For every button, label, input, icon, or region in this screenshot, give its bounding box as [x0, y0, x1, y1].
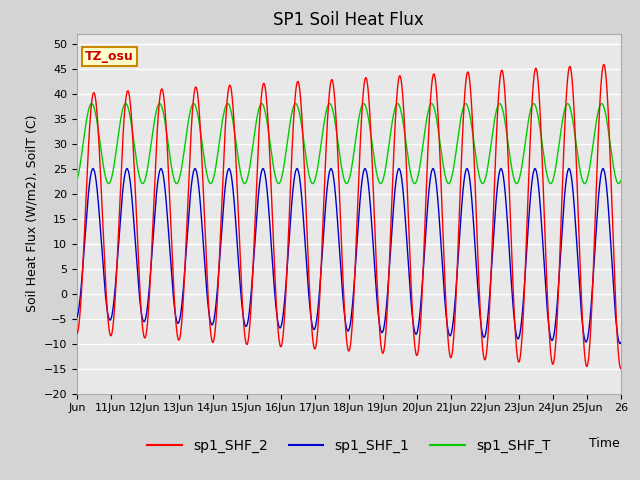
sp1_SHF_2: [301, 188, 309, 194]
Legend: sp1_SHF_2, sp1_SHF_1, sp1_SHF_T: sp1_SHF_2, sp1_SHF_1, sp1_SHF_T: [141, 433, 556, 459]
sp1_SHF_1: [600, 168, 608, 174]
Y-axis label: Soil Heat Flux (W/m2), SoilT (C): Soil Heat Flux (W/m2), SoilT (C): [25, 115, 38, 312]
sp1_SHF_2: [468, 109, 476, 115]
Line: sp1_SHF_2: sp1_SHF_2: [77, 64, 621, 369]
Line: sp1_SHF_T: sp1_SHF_T: [77, 104, 621, 183]
sp1_SHF_2: [573, 177, 581, 183]
Title: SP1 Soil Heat Flux: SP1 Soil Heat Flux: [273, 11, 424, 29]
sp1_SHF_1: [332, 191, 339, 197]
sp1_SHF_2: [332, 103, 339, 109]
sp1_SHF_T: [600, 106, 608, 111]
sp1_SHF_T: [468, 127, 476, 133]
Line: sp1_SHF_1: sp1_SHF_1: [77, 168, 621, 344]
sp1_SHF_T: [306, 176, 314, 182]
sp1_SHF_T: [122, 101, 129, 107]
sp1_SHF_1: [89, 166, 97, 171]
sp1_SHF_2: [600, 62, 608, 68]
sp1_SHF_T: [73, 178, 81, 183]
sp1_SHF_T: [105, 180, 113, 186]
sp1_SHF_2: [600, 61, 607, 67]
sp1_SHF_2: [73, 331, 81, 336]
sp1_SHF_1: [73, 315, 81, 321]
sp1_SHF_2: [617, 366, 625, 372]
sp1_SHF_1: [468, 201, 476, 206]
sp1_SHF_T: [332, 122, 339, 128]
Text: TZ_osu: TZ_osu: [85, 50, 134, 63]
sp1_SHF_1: [306, 304, 314, 310]
sp1_SHF_T: [302, 152, 310, 157]
sp1_SHF_1: [301, 246, 309, 252]
sp1_SHF_2: [306, 290, 314, 296]
sp1_SHF_T: [573, 149, 581, 155]
sp1_SHF_1: [616, 341, 624, 347]
X-axis label: Time: Time: [589, 437, 620, 450]
sp1_SHF_T: [617, 178, 625, 183]
sp1_SHF_1: [573, 247, 581, 252]
sp1_SHF_1: [617, 340, 625, 346]
